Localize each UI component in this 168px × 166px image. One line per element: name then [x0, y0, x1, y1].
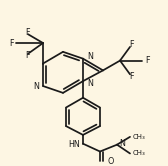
Text: F: F	[9, 39, 13, 47]
Text: CH₃: CH₃	[133, 134, 146, 140]
Text: F: F	[129, 41, 133, 49]
Text: F: F	[25, 28, 29, 37]
Text: N: N	[87, 79, 93, 88]
Text: N: N	[33, 82, 39, 90]
Text: N: N	[119, 139, 125, 148]
Text: N: N	[87, 52, 93, 61]
Text: CH₃: CH₃	[133, 150, 146, 157]
Text: O: O	[107, 157, 113, 166]
Text: F: F	[129, 72, 133, 81]
Text: F: F	[25, 51, 29, 60]
Text: HN: HN	[68, 140, 80, 149]
Text: F: F	[145, 56, 149, 65]
